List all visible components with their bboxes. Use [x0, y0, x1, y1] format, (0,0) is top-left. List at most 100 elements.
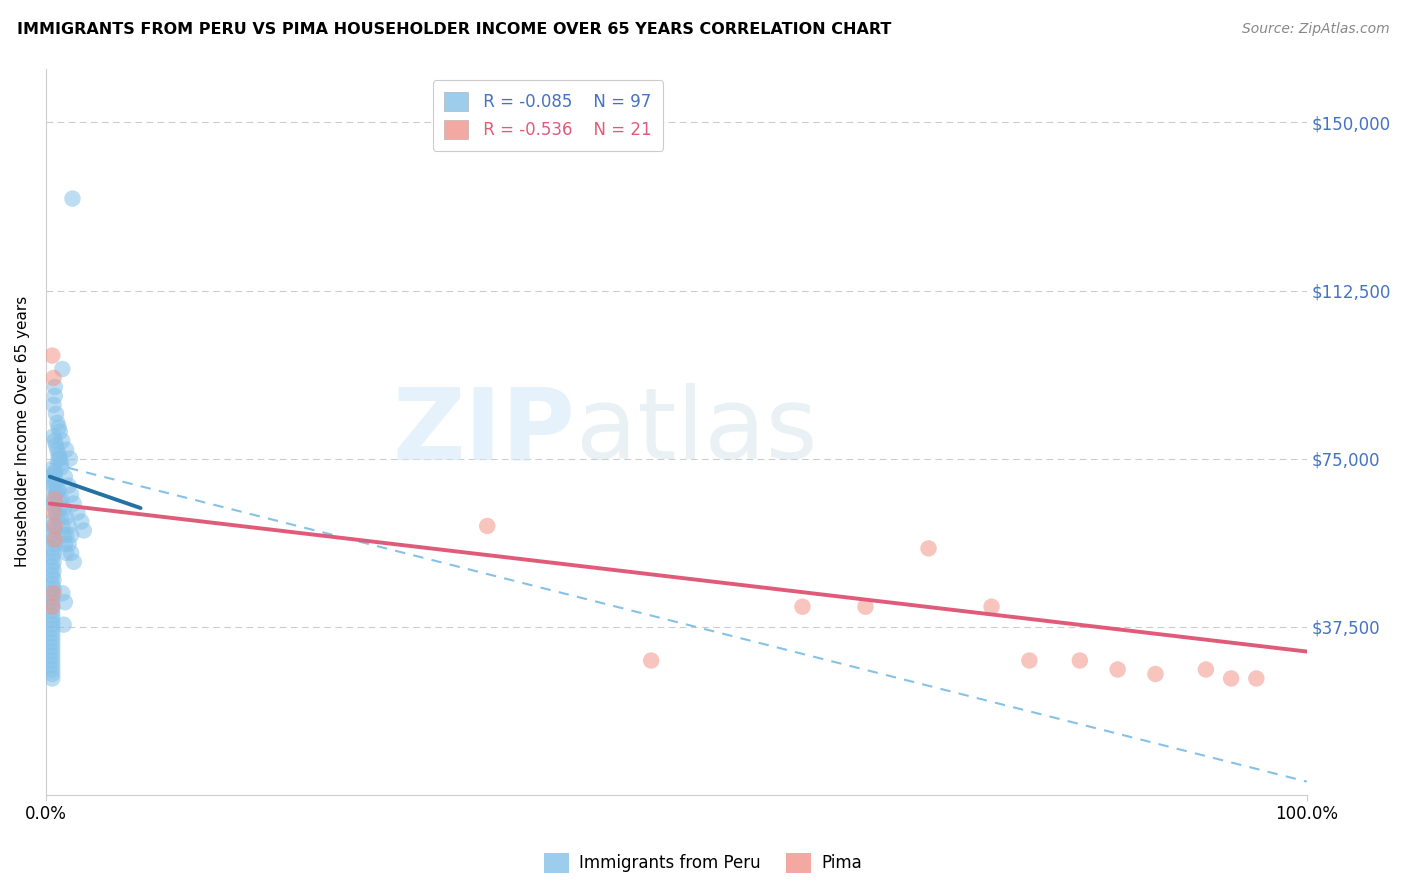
Point: [42, 398, 65, 412]
Point: [855, 599, 877, 614]
Point: [41, 608, 63, 623]
Point: [42, 460, 65, 475]
Point: [44, 524, 66, 538]
Point: [46, 483, 69, 497]
Point: [1069, 653, 1091, 667]
Point: [42, 564, 65, 578]
Point: [41, 491, 63, 506]
Point: [52, 528, 75, 542]
Point: [41, 595, 63, 609]
Point: [44, 533, 66, 547]
Point: [44, 519, 66, 533]
Point: [58, 478, 80, 492]
Text: atlas: atlas: [575, 384, 817, 480]
Point: [66, 506, 89, 520]
Point: [60, 487, 83, 501]
Point: [48, 483, 70, 497]
Point: [42, 555, 65, 569]
Point: [42, 519, 65, 533]
Point: [41, 474, 63, 488]
Point: [73, 524, 96, 538]
Point: [42, 586, 65, 600]
Legend: Immigrants from Peru, Pima: Immigrants from Peru, Pima: [537, 847, 869, 880]
Point: [44, 483, 66, 497]
Point: [41, 550, 63, 565]
Point: [46, 416, 69, 430]
Point: [1144, 667, 1167, 681]
Point: [42, 497, 65, 511]
Point: [49, 451, 72, 466]
Point: [45, 487, 67, 501]
Point: [49, 491, 72, 506]
Point: [41, 515, 63, 529]
Point: [55, 528, 77, 542]
Point: [44, 380, 66, 394]
Point: [52, 501, 75, 516]
Point: [41, 541, 63, 556]
Point: [42, 506, 65, 520]
Point: [41, 528, 63, 542]
Point: [48, 420, 70, 434]
Point: [41, 586, 63, 600]
Point: [917, 541, 939, 556]
Point: [62, 192, 84, 206]
Point: [49, 456, 72, 470]
Point: [41, 349, 63, 363]
Point: [41, 667, 63, 681]
Point: [42, 533, 65, 547]
Point: [44, 465, 66, 479]
Point: [48, 451, 70, 466]
Point: [48, 491, 70, 506]
Point: [55, 442, 77, 457]
Point: [42, 546, 65, 560]
Point: [45, 474, 67, 488]
Point: [42, 371, 65, 385]
Point: [58, 537, 80, 551]
Point: [49, 501, 72, 516]
Point: [48, 447, 70, 461]
Point: [44, 434, 66, 448]
Point: [55, 510, 77, 524]
Point: [46, 442, 69, 457]
Point: [49, 425, 72, 439]
Point: [53, 595, 76, 609]
Point: [51, 434, 73, 448]
Point: [477, 519, 499, 533]
Point: [42, 573, 65, 587]
Point: [53, 469, 76, 483]
Point: [41, 577, 63, 591]
Point: [42, 478, 65, 492]
Point: [41, 672, 63, 686]
Point: [41, 631, 63, 645]
Point: [41, 658, 63, 673]
Point: [41, 644, 63, 658]
Point: [41, 626, 63, 640]
Point: [1018, 653, 1040, 667]
Point: [53, 537, 76, 551]
Point: [1246, 672, 1268, 686]
Point: [49, 460, 72, 475]
Point: [44, 537, 66, 551]
Point: [46, 510, 69, 524]
Point: [41, 640, 63, 654]
Point: [1107, 663, 1129, 677]
Point: [41, 613, 63, 627]
Point: [1220, 672, 1243, 686]
Point: [42, 582, 65, 596]
Point: [41, 568, 63, 582]
Point: [52, 617, 75, 632]
Point: [55, 546, 77, 560]
Point: [41, 622, 63, 636]
Point: [44, 389, 66, 403]
Point: [45, 506, 67, 520]
Text: Source: ZipAtlas.com: Source: ZipAtlas.com: [1241, 22, 1389, 37]
Point: [45, 407, 67, 421]
Point: [41, 469, 63, 483]
Point: [60, 546, 83, 560]
Point: [41, 653, 63, 667]
Point: [62, 497, 84, 511]
Point: [41, 617, 63, 632]
Point: [59, 451, 82, 466]
Point: [62, 555, 84, 569]
Point: [41, 599, 63, 614]
